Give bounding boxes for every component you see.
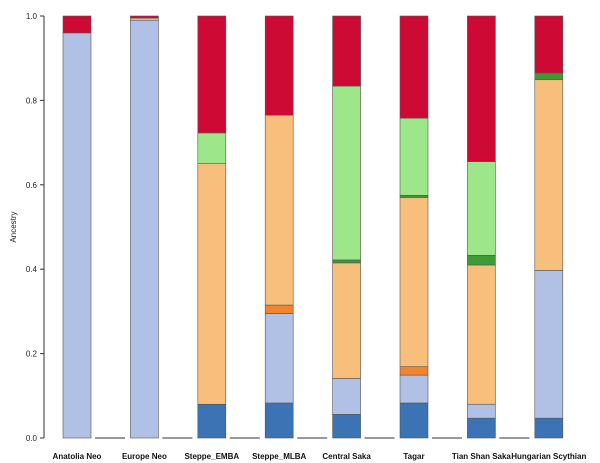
bar-segment-4 bbox=[332, 262, 361, 379]
y-tick-label: 0.8 bbox=[26, 96, 38, 105]
bar-segment-6 bbox=[399, 117, 429, 196]
bar-segment-5 bbox=[332, 259, 361, 264]
bar-segment-5 bbox=[399, 195, 429, 198]
bar-segment-1 bbox=[332, 414, 361, 439]
bar-segment-7 bbox=[534, 15, 564, 74]
y-tick-label: 1.0 bbox=[26, 12, 38, 21]
x-category-label: Tian Shan Saka bbox=[452, 452, 512, 461]
y-tick-label: 0.2 bbox=[26, 350, 38, 359]
x-category-label: Anatolia Neo bbox=[53, 452, 102, 461]
x-category-label: Hungarian Scythian bbox=[511, 452, 586, 461]
y-tick-label: 0.4 bbox=[26, 265, 38, 274]
bar-segment-7 bbox=[197, 15, 227, 134]
bar-segment-7 bbox=[62, 15, 92, 34]
bar-segment-2 bbox=[332, 378, 361, 415]
bar-segment-4 bbox=[399, 197, 429, 367]
bar-segment-1 bbox=[399, 402, 429, 439]
bar-segment-4 bbox=[534, 79, 564, 271]
x-category-label: Tagar bbox=[403, 452, 424, 461]
bar-segment-2 bbox=[399, 374, 429, 404]
y-tick-label: 0.0 bbox=[26, 434, 38, 443]
x-category-label: Europe Neo bbox=[122, 452, 167, 461]
x-category-label: Steppe_EMBA bbox=[184, 452, 239, 461]
bar-segment-2 bbox=[467, 403, 496, 419]
x-category-label: Central Saka bbox=[322, 452, 371, 461]
bar-segment-7 bbox=[399, 15, 429, 119]
bar-segment-4 bbox=[130, 17, 159, 21]
bar-segment-5 bbox=[467, 254, 496, 266]
bar-segment-2 bbox=[62, 32, 92, 439]
y-tick-label: 0.6 bbox=[26, 181, 38, 190]
bar-segment-1 bbox=[197, 403, 227, 439]
y-axis-ticks: 0.0 0.2 0.4 0.6 0.8 1.0 bbox=[26, 12, 44, 443]
bar-segment-2 bbox=[534, 270, 564, 419]
bar-segment-6 bbox=[332, 85, 361, 261]
y-axis-title: Ancestry bbox=[9, 211, 18, 242]
bar-segment-4 bbox=[264, 114, 294, 306]
bar-segment-7 bbox=[332, 15, 361, 87]
bar-segment-5 bbox=[534, 72, 564, 81]
x-axis-labels: Anatolia Neo Europe Neo Steppe_EMBA Steppe_… bbox=[53, 452, 587, 461]
bar-segment-2 bbox=[264, 313, 294, 404]
bar-segment-1 bbox=[467, 417, 496, 439]
bar-segment-4 bbox=[467, 264, 496, 405]
bar-segment-1 bbox=[264, 402, 294, 439]
bar-segment-3 bbox=[399, 366, 429, 376]
bar-segment-2 bbox=[130, 19, 159, 439]
bar-segment-3 bbox=[264, 304, 294, 314]
bar-stacks bbox=[62, 15, 564, 439]
x-category-label: Steppe_MLBA bbox=[252, 452, 306, 461]
bar-segment-4 bbox=[197, 163, 227, 405]
bar-segment-1 bbox=[534, 417, 564, 439]
bar-segment-6 bbox=[197, 132, 227, 164]
bar-segment-7 bbox=[130, 15, 159, 19]
bar-segment-7 bbox=[264, 15, 294, 116]
bar-segment-7 bbox=[467, 15, 496, 162]
bar-segment-6 bbox=[467, 161, 496, 256]
